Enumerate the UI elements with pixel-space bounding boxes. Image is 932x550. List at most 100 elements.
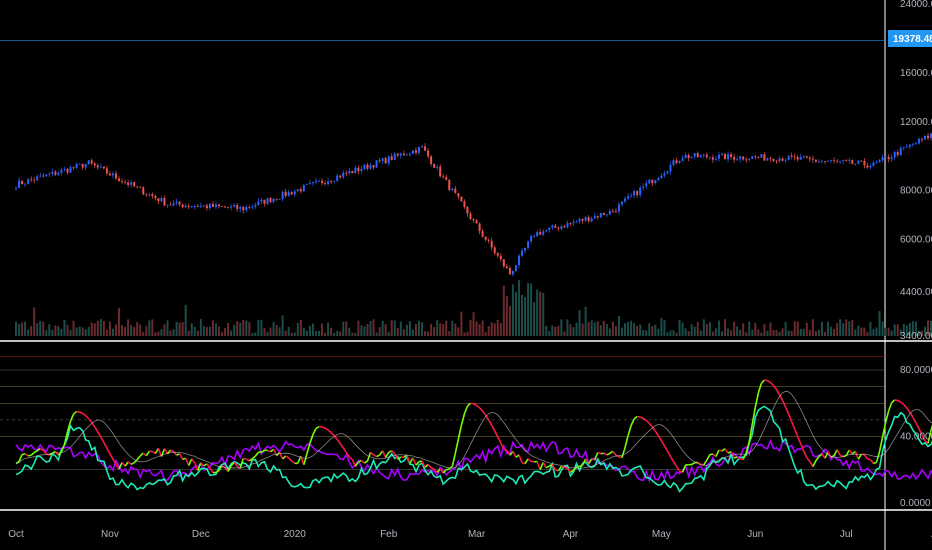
candle-body bbox=[869, 165, 872, 168]
candle-body bbox=[593, 215, 596, 219]
volume-bar bbox=[21, 322, 24, 336]
volume-bar bbox=[130, 325, 133, 336]
series-segment bbox=[609, 450, 614, 455]
volume-bar bbox=[778, 331, 781, 336]
volume-bar bbox=[48, 324, 51, 336]
candle bbox=[363, 164, 366, 171]
volume-bar bbox=[27, 329, 30, 336]
series-segment bbox=[815, 456, 820, 462]
volume-bar bbox=[75, 327, 78, 336]
volume-bar bbox=[327, 322, 330, 336]
candle bbox=[878, 159, 881, 163]
candle bbox=[575, 219, 578, 223]
series-segment bbox=[354, 461, 360, 467]
series-segment bbox=[312, 428, 317, 435]
candle bbox=[460, 196, 463, 202]
candle-body bbox=[739, 156, 742, 160]
candle bbox=[572, 219, 575, 227]
candle bbox=[920, 137, 923, 143]
candle bbox=[269, 196, 272, 204]
candle-body bbox=[842, 160, 845, 161]
volume-bar bbox=[57, 326, 60, 336]
volume-bar bbox=[602, 320, 605, 336]
candle bbox=[569, 222, 572, 227]
candle bbox=[414, 147, 417, 156]
series-segment bbox=[406, 454, 411, 464]
candle bbox=[327, 177, 330, 187]
volume-bar bbox=[890, 330, 893, 336]
volume-bar bbox=[766, 330, 769, 336]
series-segment bbox=[460, 413, 466, 426]
volume-bar bbox=[172, 329, 175, 336]
candle-body bbox=[814, 159, 817, 162]
volume-bar bbox=[233, 324, 236, 336]
series-segment bbox=[60, 444, 66, 453]
candle bbox=[369, 162, 372, 170]
volume-bar bbox=[63, 319, 66, 336]
volume-bar bbox=[345, 321, 348, 336]
candle-body bbox=[284, 191, 287, 196]
candle bbox=[824, 160, 827, 164]
series-segment bbox=[784, 406, 790, 415]
candle-body bbox=[208, 203, 211, 209]
series-segment bbox=[494, 430, 499, 438]
candle-body bbox=[484, 236, 487, 240]
volume-bar bbox=[824, 331, 827, 336]
candle bbox=[578, 217, 581, 225]
volume-bar bbox=[381, 320, 384, 336]
candle-body bbox=[742, 156, 745, 160]
candle bbox=[678, 160, 681, 164]
candle-body bbox=[281, 191, 284, 199]
volume-bar bbox=[733, 321, 736, 336]
series-segment bbox=[339, 442, 344, 449]
candle bbox=[196, 203, 199, 208]
volume-bar bbox=[454, 323, 457, 336]
candle bbox=[787, 155, 790, 161]
volume-bar bbox=[845, 319, 848, 336]
series-segment bbox=[470, 402, 474, 405]
candle-body bbox=[381, 158, 384, 162]
candle-body bbox=[802, 156, 805, 158]
series-segment bbox=[124, 461, 129, 467]
series-segment bbox=[136, 455, 141, 461]
candle bbox=[133, 181, 136, 188]
candle bbox=[754, 155, 757, 160]
candle-body bbox=[175, 201, 178, 204]
time-axis-tick: Jun bbox=[747, 529, 763, 540]
volume-bar bbox=[511, 284, 514, 336]
candle-body bbox=[799, 156, 802, 160]
candle bbox=[896, 149, 899, 158]
volume-bar bbox=[99, 319, 102, 336]
volume-bar bbox=[920, 330, 923, 336]
candle bbox=[587, 215, 590, 224]
volume-bar bbox=[896, 324, 899, 336]
candle-body bbox=[130, 182, 133, 185]
volume-bar bbox=[157, 331, 160, 336]
candle bbox=[333, 180, 336, 184]
volume-bar bbox=[308, 325, 311, 336]
series-segment bbox=[912, 416, 917, 424]
series-segment bbox=[97, 431, 102, 438]
volume-bar bbox=[593, 322, 596, 336]
candle-body bbox=[554, 225, 557, 228]
candle bbox=[805, 155, 808, 159]
volume-bar bbox=[590, 320, 593, 336]
candle bbox=[875, 160, 878, 164]
series-segment bbox=[42, 449, 47, 455]
candle-body bbox=[293, 191, 296, 195]
candle-body bbox=[299, 189, 302, 192]
series-segment bbox=[545, 465, 550, 469]
candle-body bbox=[133, 182, 136, 187]
candle-body bbox=[169, 204, 172, 206]
candle-body bbox=[575, 221, 578, 223]
series-segment bbox=[800, 443, 805, 452]
candle-body bbox=[118, 178, 121, 182]
candle bbox=[305, 183, 308, 186]
volume-bar bbox=[208, 326, 211, 336]
volume-bar bbox=[814, 331, 817, 336]
candle-body bbox=[796, 157, 799, 160]
series-line bbox=[15, 379, 932, 474]
candle bbox=[927, 132, 930, 140]
candle bbox=[236, 203, 239, 212]
candle bbox=[924, 135, 926, 141]
